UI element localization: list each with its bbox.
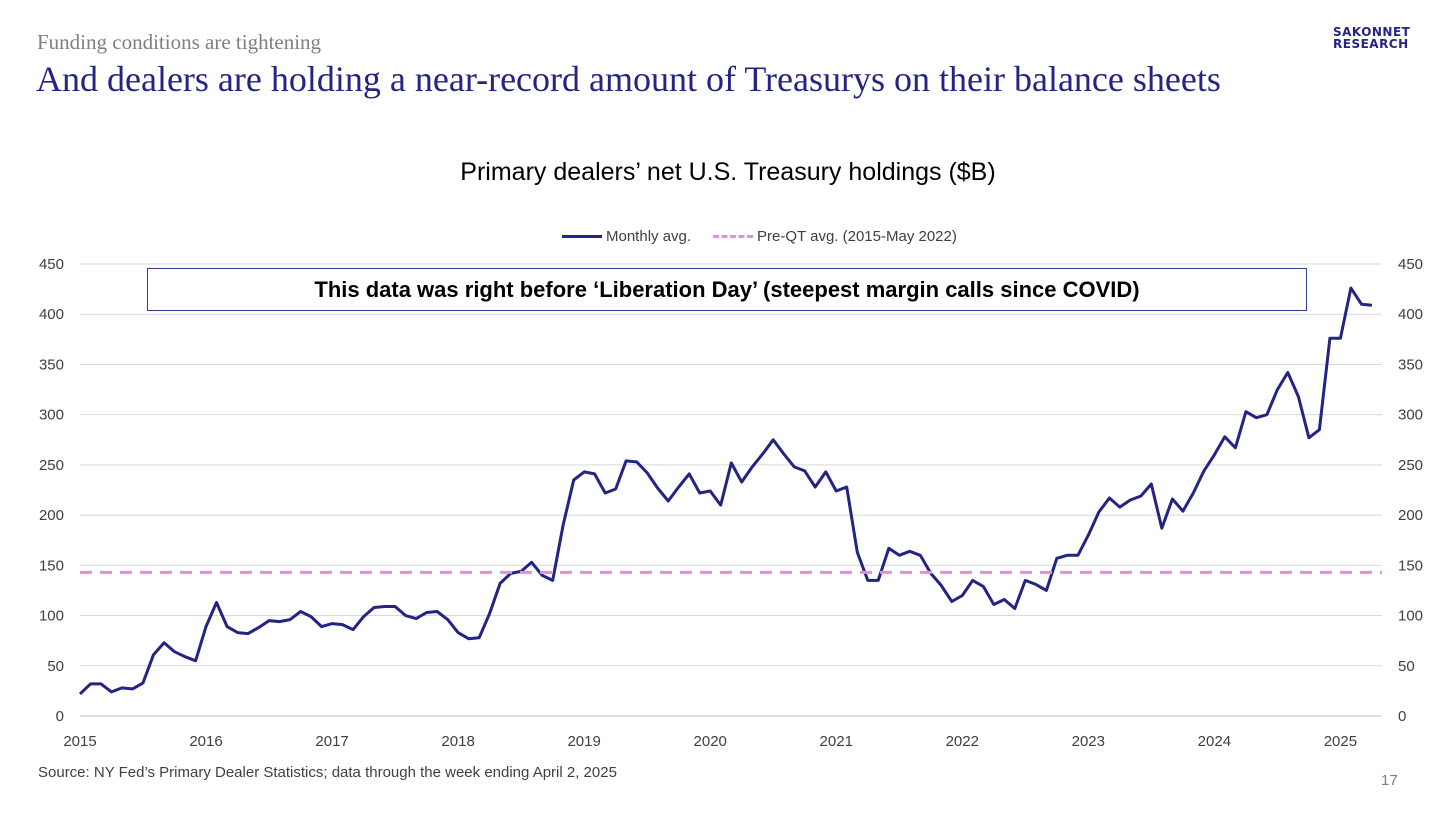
callout-text: This data was right before ‘Liberation D…: [314, 276, 1140, 302]
logo-line-2: RESEARCH: [1333, 37, 1409, 51]
x-tick-label: 2018: [441, 733, 474, 750]
y-tick-label-left: 450: [39, 256, 64, 273]
x-tick-label: 2022: [946, 733, 979, 750]
chart-title: Primary dealers’ net U.S. Treasury holdi…: [460, 158, 996, 186]
legend-item-monthly: Monthly avg.: [562, 228, 691, 245]
x-tick-label: 2016: [189, 733, 222, 750]
legend-item-preqt: Pre-QT avg. (2015-May 2022): [713, 228, 957, 245]
y-tick-label-left: 0: [56, 708, 64, 725]
y-tick-label-left: 300: [39, 407, 64, 424]
legend-swatch-dashed: [713, 235, 754, 238]
y-tick-label-right: 200: [1398, 507, 1423, 524]
x-tick-label: 2017: [315, 733, 348, 750]
sakonnet-research-logo: SAKONNET RESEARCH: [1333, 26, 1410, 50]
x-tick-label: 2020: [694, 733, 727, 750]
y-tick-label-left: 350: [39, 356, 64, 373]
y-tick-label-right: 350: [1398, 356, 1423, 373]
y-tick-label-right: 50: [1398, 658, 1415, 675]
x-tick-label: 2015: [63, 733, 96, 750]
x-tick-label: 2019: [567, 733, 600, 750]
y-tick-label-left: 150: [39, 557, 64, 574]
y-tick-label-left: 50: [47, 658, 64, 675]
y-tick-label-right: 250: [1398, 457, 1423, 474]
y-tick-label-right: 450: [1398, 256, 1423, 273]
y-tick-label-left: 250: [39, 457, 64, 474]
slide-headline: And dealers are holding a near-record am…: [36, 59, 1221, 99]
x-tick-label: 2023: [1072, 733, 1105, 750]
source-note: Source: NY Fed’s Primary Dealer Statisti…: [38, 764, 617, 781]
legend-label-preqt: Pre-QT avg. (2015-May 2022): [757, 228, 957, 245]
x-tick-label: 2024: [1198, 733, 1231, 750]
x-tick-label: 2021: [820, 733, 853, 750]
y-tick-label-right: 300: [1398, 407, 1423, 424]
callout-box: This data was right before ‘Liberation D…: [147, 268, 1307, 311]
legend-swatch-solid: [562, 235, 602, 238]
legend-label-monthly: Monthly avg.: [606, 228, 692, 245]
logo-line-1: SAKONNET: [1333, 25, 1411, 39]
x-tick-label: 2025: [1324, 733, 1357, 750]
page-number: 17: [1381, 772, 1398, 789]
y-tick-label-right: 400: [1398, 306, 1423, 323]
y-tick-label-left: 400: [39, 306, 64, 323]
y-tick-label-right: 0: [1398, 708, 1406, 725]
y-tick-label-right: 150: [1398, 557, 1423, 574]
y-tick-label-left: 200: [39, 507, 64, 524]
series-line-monthly-avg: [78, 286, 1373, 695]
y-tick-label-left: 100: [39, 608, 64, 625]
slide-subtitle: Funding conditions are tightening: [37, 30, 322, 54]
y-tick-label-right: 100: [1398, 608, 1423, 625]
chart-legend: Monthly avg. Pre-QT avg. (2015-May 2022): [562, 228, 979, 245]
